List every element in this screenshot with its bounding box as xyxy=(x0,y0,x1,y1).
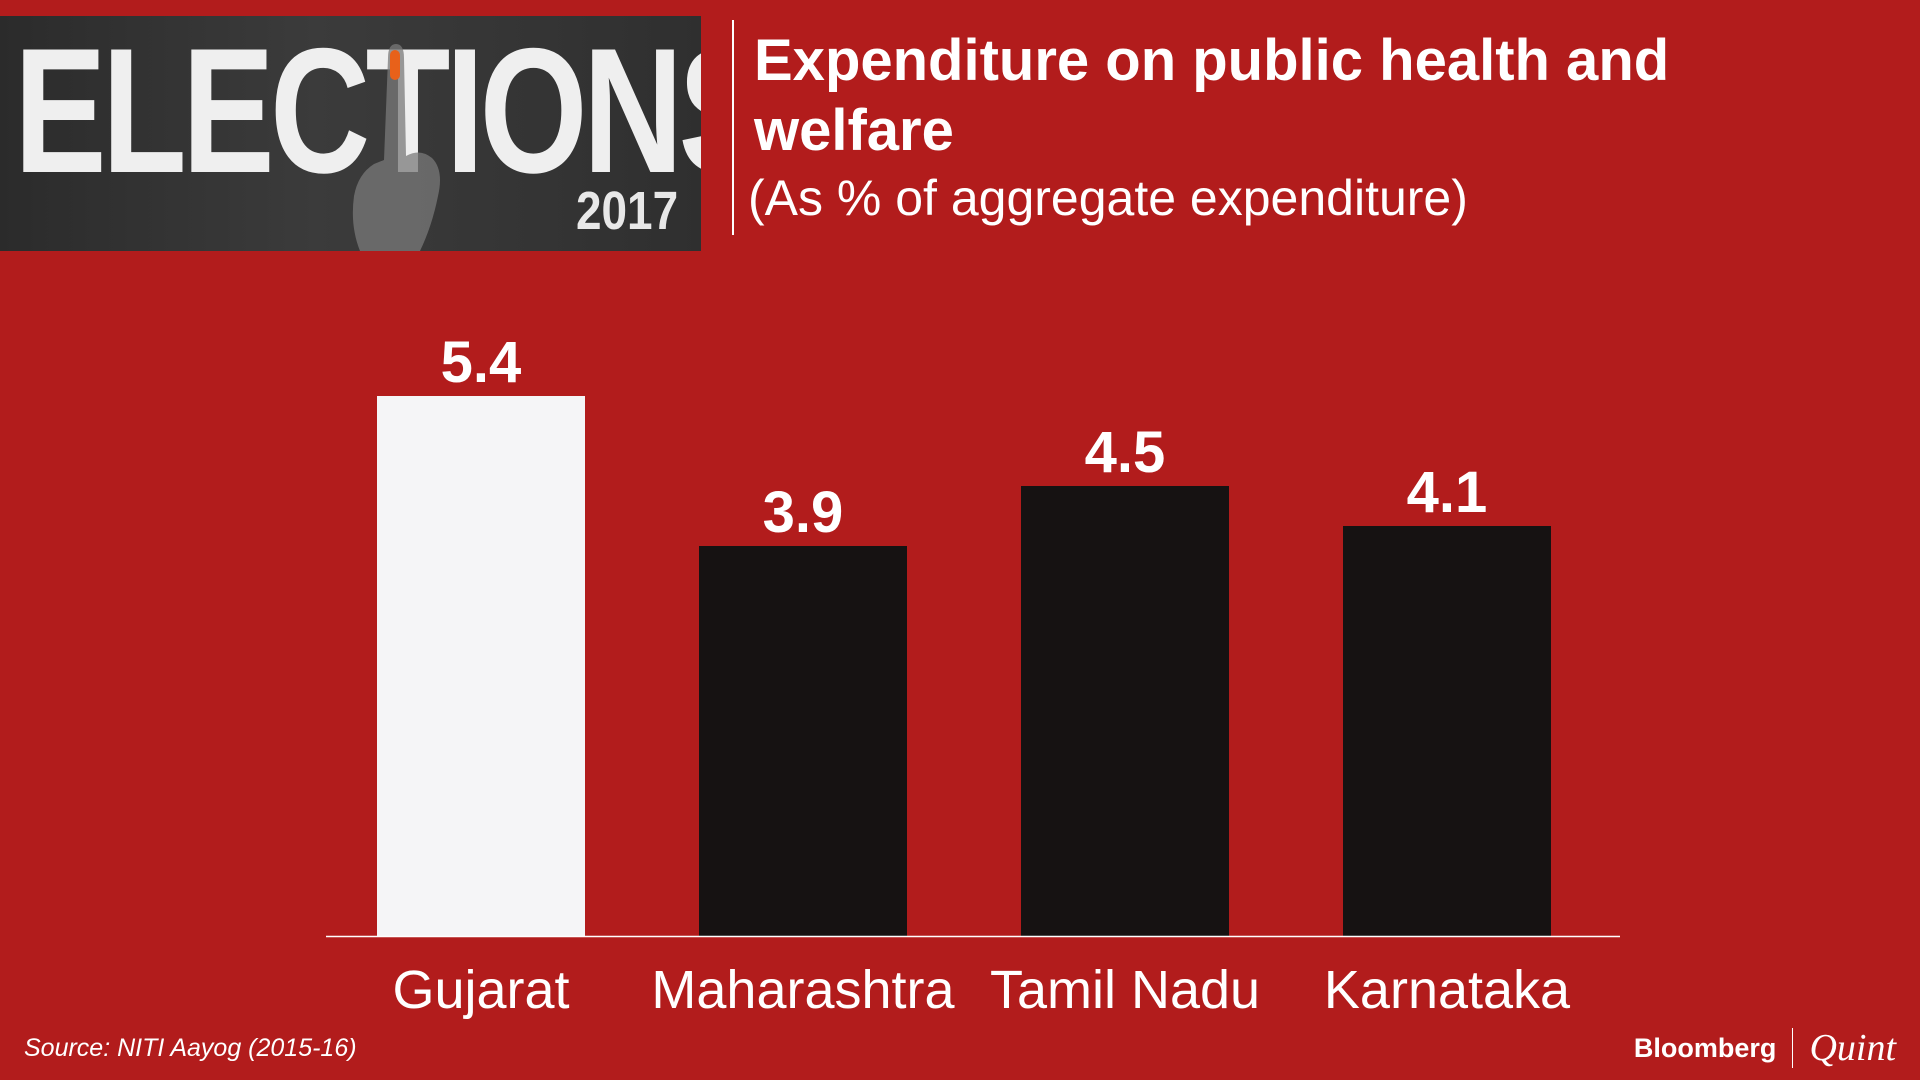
brand-quint: Quint xyxy=(1809,1027,1896,1069)
bar-gujarat xyxy=(377,396,585,936)
raised-finger-icon xyxy=(352,44,440,251)
category-label: Gujarat xyxy=(392,960,569,1020)
category-label: Karnataka xyxy=(1324,960,1571,1020)
elections-banner: ELECTIONS 2017 xyxy=(0,16,701,251)
brand-bloomberg: Bloomberg xyxy=(1633,1032,1777,1063)
banner-year: 2017 xyxy=(576,181,679,241)
brand-separator xyxy=(1792,1028,1794,1068)
header-divider xyxy=(732,20,734,235)
brand-logo: Bloomberg Quint xyxy=(1634,1026,1896,1070)
bar-karnataka xyxy=(1343,526,1551,936)
category-label: Maharashtra xyxy=(651,960,955,1020)
category-label: Tamil Nadu xyxy=(990,960,1260,1020)
chart-title: Expenditure on public health and welfare xyxy=(754,28,1670,163)
source-note: Source: NITI Aayog (2015-16) xyxy=(24,1034,357,1062)
data-label: 4.1 xyxy=(1407,460,1488,525)
data-label: 3.9 xyxy=(763,480,844,545)
bar-maharashtra xyxy=(699,546,907,936)
bar-tamil-nadu xyxy=(1021,486,1229,936)
chart-subtitle: (As % of aggregate expenditure) xyxy=(748,170,1468,226)
data-label: 5.4 xyxy=(441,330,522,395)
data-label: 4.5 xyxy=(1085,420,1166,485)
banner-word: ELECTIONS xyxy=(14,16,701,210)
